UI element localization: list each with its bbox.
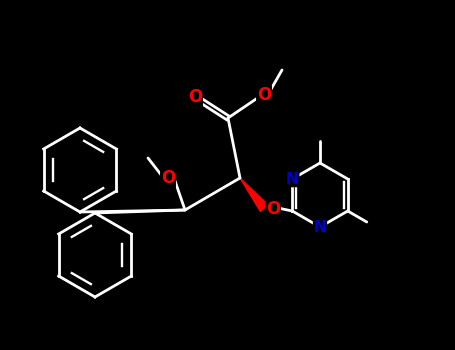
Text: N: N [286, 172, 298, 187]
Text: O: O [161, 169, 175, 187]
Text: O: O [257, 86, 271, 104]
Text: N: N [313, 219, 326, 234]
Polygon shape [240, 178, 268, 211]
Text: O: O [266, 200, 280, 218]
Text: O: O [188, 88, 202, 106]
